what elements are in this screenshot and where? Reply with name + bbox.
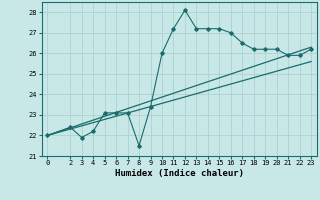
X-axis label: Humidex (Indice chaleur): Humidex (Indice chaleur) <box>115 169 244 178</box>
